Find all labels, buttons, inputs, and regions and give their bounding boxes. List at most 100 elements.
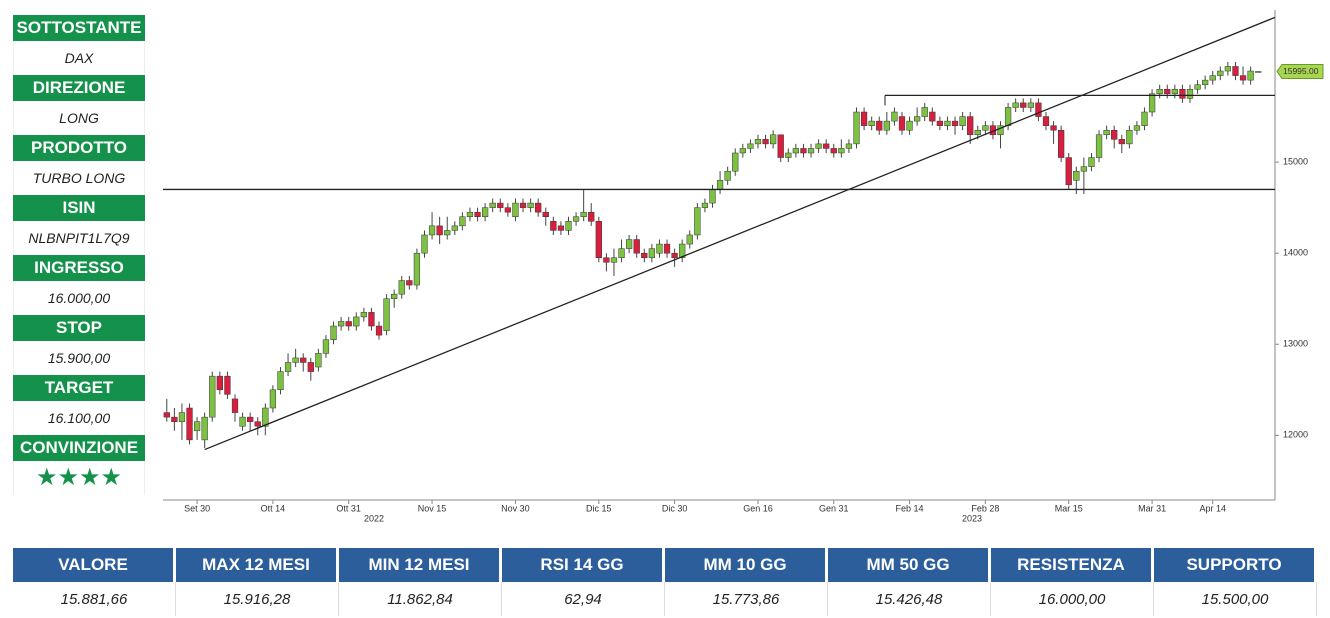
- candle-body: [186, 407, 193, 441]
- candle-body: [1050, 125, 1057, 131]
- x-tick-label: Set 30: [184, 503, 210, 513]
- price-tag-label: 15995.00: [1283, 66, 1319, 76]
- x-tick-label: Ott 31: [336, 503, 361, 513]
- candle-body: [739, 148, 746, 154]
- candle-body: [193, 421, 201, 432]
- candle-body: [845, 143, 853, 149]
- candle-body: [178, 412, 186, 422]
- candle-body: [914, 116, 921, 122]
- panel-label: DIREZIONE: [13, 75, 145, 101]
- x-tick-label: Nov 30: [501, 503, 530, 513]
- panel-value: NLBNPIT1L7Q9: [13, 221, 145, 255]
- candle-body: [1042, 116, 1050, 126]
- candle-body: [580, 211, 587, 217]
- candle-body: [883, 120, 890, 131]
- candle-body: [337, 321, 345, 327]
- signal-panel: SOTTOSTANTE DAX DIREZIONE LONG PRODOTTO TURBO…: [13, 15, 145, 495]
- panel-label: ISIN: [13, 195, 145, 221]
- candle-body: [292, 357, 299, 363]
- candle-body: [762, 139, 769, 145]
- table-cell: 15.773,86: [665, 582, 828, 616]
- candle-body: [262, 407, 269, 427]
- candle-body: [807, 148, 815, 154]
- panel-label: CONVINZIONE: [13, 435, 145, 461]
- candle-body: [171, 416, 178, 422]
- candle-body: [830, 148, 837, 154]
- candle-body: [1232, 66, 1239, 76]
- candle-body: [413, 252, 421, 286]
- x-tick-label: Gen 31: [819, 503, 849, 513]
- candle-body: [1247, 70, 1254, 81]
- candle-body: [1058, 129, 1065, 158]
- table-header-cell: VALORE: [13, 548, 176, 582]
- candle-body: [436, 225, 443, 236]
- x-tick-label: Nov 15: [418, 503, 447, 513]
- candle-body: [315, 353, 322, 368]
- y-tick-label: 12000: [1283, 430, 1308, 440]
- candle-body: [906, 120, 913, 131]
- candle-body: [254, 421, 261, 427]
- candle-body: [853, 111, 860, 145]
- candle-body: [1133, 125, 1141, 131]
- candle-body: [1027, 102, 1034, 108]
- chart: 2022 2023 12000 13000 14000 15000 Set 30 Ott …: [163, 10, 1324, 523]
- table-cell: 15.500,00: [1154, 582, 1317, 616]
- candle-body: [247, 416, 254, 422]
- candle-body: [1012, 102, 1019, 108]
- candle-body: [732, 152, 739, 172]
- candle-body: [557, 225, 565, 231]
- candle-body: [300, 357, 307, 363]
- table-header-cell: RESISTENZA: [991, 548, 1154, 582]
- candle-body: [497, 202, 504, 208]
- candle-body: [1255, 71, 1262, 73]
- candle-body: [1080, 166, 1088, 172]
- candle-body: [724, 170, 731, 181]
- candle-body: [868, 120, 875, 126]
- x-tick-label: Mar 15: [1055, 503, 1083, 513]
- candle-body: [944, 120, 951, 126]
- candle-body: [967, 116, 974, 136]
- candle-body: [1171, 88, 1178, 95]
- candle-body: [421, 234, 428, 254]
- candle-body: [648, 248, 655, 258]
- candle-body: [277, 371, 284, 391]
- candle-body: [481, 207, 489, 217]
- candle-body: [785, 152, 792, 158]
- candle-body: [754, 139, 762, 145]
- candle-body: [1111, 129, 1118, 140]
- candle-body: [383, 298, 390, 331]
- candle-body: [1004, 107, 1012, 126]
- candle-body: [936, 120, 944, 126]
- candle-body: [406, 280, 413, 286]
- candle-body: [459, 216, 466, 227]
- candle-body: [1217, 70, 1224, 76]
- candle-body: [800, 148, 807, 154]
- y-tick-label: 13000: [1283, 339, 1308, 349]
- candle-body: [625, 239, 633, 249]
- candle-body: [921, 107, 928, 117]
- candle-body: [747, 143, 754, 149]
- candle-body: [360, 312, 367, 318]
- candle-body: [201, 416, 208, 441]
- candle-body: [330, 325, 337, 340]
- candle-body: [550, 221, 557, 231]
- x-tick-label: Ott 14: [261, 503, 286, 513]
- panel-value: LONG: [13, 101, 145, 135]
- candle-body: [444, 230, 451, 236]
- candle-body: [1118, 139, 1125, 145]
- candle-body: [1126, 129, 1133, 145]
- x-tick-label: Dic 15: [586, 503, 612, 513]
- candle-body: [345, 321, 352, 327]
- panel-value: 16.100,00: [13, 401, 145, 435]
- candle-body: [1141, 111, 1148, 126]
- candle-body: [428, 225, 436, 236]
- x-tick-label: Dic 30: [662, 503, 688, 513]
- price-tag: [1276, 63, 1324, 79]
- candle-body: [1224, 66, 1232, 72]
- candle-body: [284, 362, 292, 372]
- candle-body: [489, 202, 496, 208]
- candle-body: [1035, 102, 1042, 117]
- table-row: 15.881,66 15.916,28 11.862,84 62,94 15.773,8…: [13, 582, 1317, 616]
- candle-body: [1164, 88, 1171, 95]
